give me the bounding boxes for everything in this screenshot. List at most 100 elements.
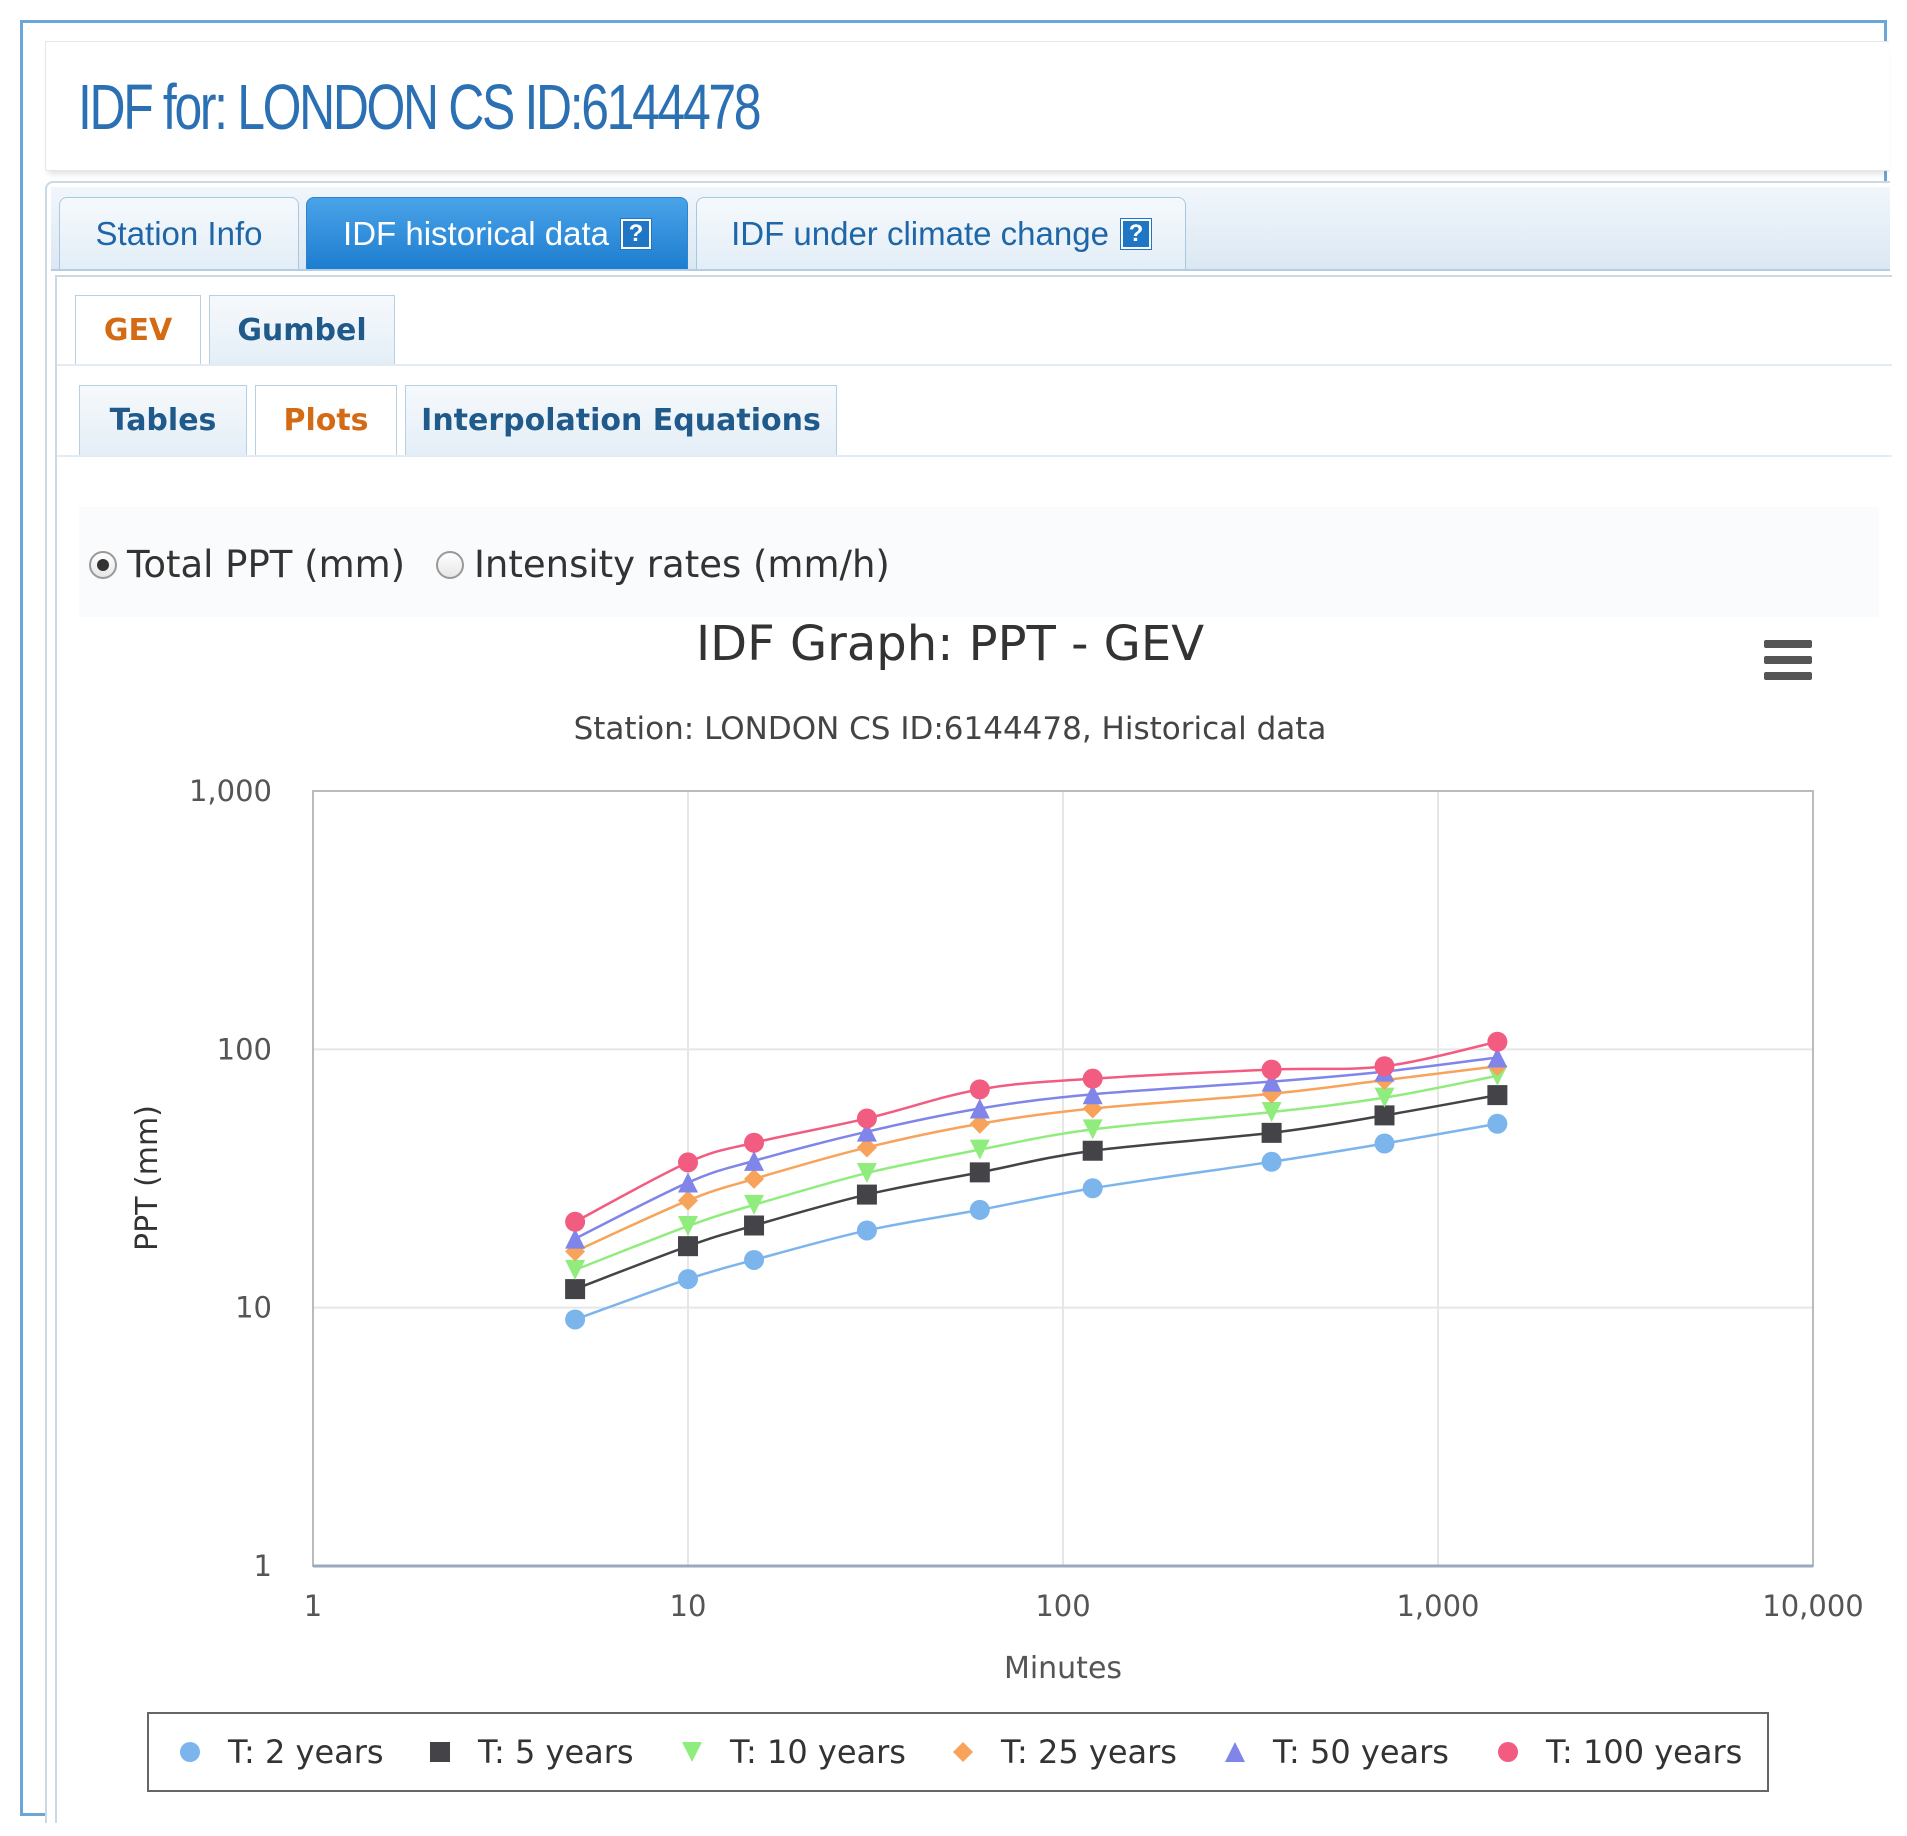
legend-item: T: 50 years bbox=[1225, 1733, 1449, 1771]
x-tick-label: 1,000 bbox=[1396, 1589, 1479, 1623]
tab-station-info[interactable]: Station Info bbox=[59, 197, 299, 269]
data-point bbox=[856, 1121, 877, 1142]
tab-plots[interactable]: Plots bbox=[255, 385, 397, 455]
series-line bbox=[574, 1122, 1498, 1321]
data-point bbox=[565, 1259, 586, 1280]
data-point bbox=[1261, 1122, 1282, 1143]
tab-idf-climate-change[interactable]: IDF under climate change ? bbox=[696, 197, 1186, 269]
chart-title: IDF Graph: PPT - GEV bbox=[696, 616, 1204, 672]
data-point bbox=[744, 1249, 765, 1270]
data-point bbox=[1374, 1133, 1395, 1154]
y-tick-label: 1 bbox=[254, 1549, 272, 1583]
tab-gev-label: GEV bbox=[103, 313, 173, 348]
help-icon[interactable]: ? bbox=[1119, 217, 1152, 250]
series-line bbox=[574, 1093, 1498, 1291]
tab-interpolation-equations-label: Interpolation Equations bbox=[421, 403, 821, 438]
data-point bbox=[1082, 1178, 1103, 1199]
tab-idf-historical-data[interactable]: IDF historical data ? bbox=[306, 197, 688, 269]
x-tick-label: 1 bbox=[304, 1589, 322, 1623]
series-6 bbox=[565, 1031, 1508, 1232]
chart-menu-icon[interactable] bbox=[1764, 640, 1812, 680]
legend-label: T: 25 years bbox=[1000, 1733, 1177, 1771]
total-ppt-radio[interactable]: Total PPT (mm) bbox=[89, 543, 405, 586]
data-point bbox=[1487, 1085, 1508, 1106]
data-point bbox=[856, 1220, 877, 1241]
data-point bbox=[856, 1108, 877, 1129]
tab-plots-label: Plots bbox=[283, 403, 369, 438]
chart-subtitle: Station: LONDON CS ID:6144478, Historica… bbox=[574, 711, 1327, 747]
legend-item: T: 5 years bbox=[430, 1733, 634, 1771]
data-point bbox=[565, 1309, 586, 1330]
x-tick-label: 100 bbox=[1035, 1589, 1090, 1623]
series-line bbox=[574, 1065, 1498, 1253]
legend-item: T: 2 years bbox=[180, 1733, 384, 1771]
help-icon[interactable]: ? bbox=[619, 217, 652, 250]
data-point bbox=[744, 1150, 765, 1171]
data-point bbox=[744, 1168, 765, 1189]
data-point bbox=[856, 1137, 877, 1158]
tab-gumbel[interactable]: Gumbel bbox=[209, 295, 395, 365]
data-point bbox=[1082, 1140, 1103, 1161]
data-point bbox=[1082, 1084, 1103, 1105]
data-point bbox=[744, 1194, 765, 1215]
data-point bbox=[1487, 1113, 1508, 1134]
intensity-rates-radio[interactable]: Intensity rates (mm/h) bbox=[436, 543, 890, 586]
data-point bbox=[678, 1152, 698, 1173]
data-point bbox=[1261, 1071, 1282, 1092]
x-tick-label: 10 bbox=[670, 1589, 707, 1623]
view-tab-divider bbox=[57, 455, 1892, 457]
ppt-type-options: Total PPT (mm) Intensity rates (mm/h) bbox=[79, 507, 1879, 617]
tab-tables-label: Tables bbox=[109, 403, 217, 438]
tab-gev[interactable]: GEV bbox=[75, 295, 201, 365]
page-title: IDF for: LONDON CS ID:6144478 bbox=[78, 71, 762, 143]
tab-tables[interactable]: Tables bbox=[79, 385, 247, 455]
series-line bbox=[574, 1074, 1498, 1272]
x-axis-label: Minutes bbox=[1004, 1651, 1122, 1686]
total-ppt-label: Total PPT (mm) bbox=[127, 543, 406, 586]
legend-label: T: 5 years bbox=[477, 1733, 634, 1771]
data-point bbox=[969, 1113, 990, 1134]
series-2 bbox=[565, 1085, 1508, 1300]
intensity-rates-label: Intensity rates (mm/h) bbox=[474, 543, 890, 586]
series-line bbox=[574, 1056, 1498, 1240]
legend-symbol bbox=[1225, 1742, 1245, 1762]
data-point bbox=[1082, 1119, 1103, 1140]
data-point bbox=[969, 1199, 990, 1220]
legend-label: T: 2 years bbox=[227, 1733, 384, 1771]
legend-item: T: 25 years bbox=[953, 1733, 1177, 1771]
y-axis-label: PPT (mm) bbox=[130, 1105, 165, 1251]
data-point bbox=[565, 1211, 586, 1232]
y-tick-label: 100 bbox=[217, 1032, 272, 1066]
legend-symbol bbox=[1498, 1742, 1518, 1762]
y-tick-label: 1,000 bbox=[189, 774, 272, 808]
chart-grid bbox=[312, 790, 1814, 1567]
data-point bbox=[969, 1079, 990, 1100]
data-point bbox=[969, 1098, 990, 1119]
legend-item: T: 10 years bbox=[682, 1733, 906, 1771]
data-point bbox=[565, 1279, 586, 1300]
x-tick-label: 10,000 bbox=[1762, 1589, 1863, 1623]
radio-checked-icon bbox=[89, 550, 117, 579]
tab-idf-climate-change-label: IDF under climate change bbox=[731, 214, 1109, 252]
data-point bbox=[856, 1184, 877, 1205]
data-point bbox=[1374, 1105, 1395, 1126]
data-point bbox=[744, 1215, 765, 1236]
series-5 bbox=[565, 1047, 1508, 1249]
series-1 bbox=[565, 1113, 1508, 1330]
tab-station-info-label: Station Info bbox=[95, 214, 263, 252]
legend-label: T: 100 years bbox=[1545, 1733, 1742, 1771]
data-point bbox=[1082, 1068, 1103, 1089]
data-point bbox=[856, 1163, 877, 1184]
main-tab-bar: Station Info IDF historical data ? IDF u… bbox=[51, 187, 1890, 271]
data-point bbox=[1261, 1102, 1282, 1123]
legend: T: 2 years T: 5 years T: 10 years T: 25 yea… bbox=[180, 1733, 1742, 1771]
tab-interpolation-equations[interactable]: Interpolation Equations bbox=[405, 385, 837, 455]
legend-symbol bbox=[953, 1742, 973, 1762]
data-point bbox=[678, 1216, 698, 1237]
legend-symbol bbox=[430, 1742, 450, 1762]
legend-symbol bbox=[682, 1742, 702, 1762]
method-tab-divider bbox=[57, 364, 1892, 366]
legend-label: T: 10 years bbox=[729, 1733, 906, 1771]
data-point bbox=[1261, 1059, 1282, 1080]
data-point bbox=[678, 1172, 698, 1193]
